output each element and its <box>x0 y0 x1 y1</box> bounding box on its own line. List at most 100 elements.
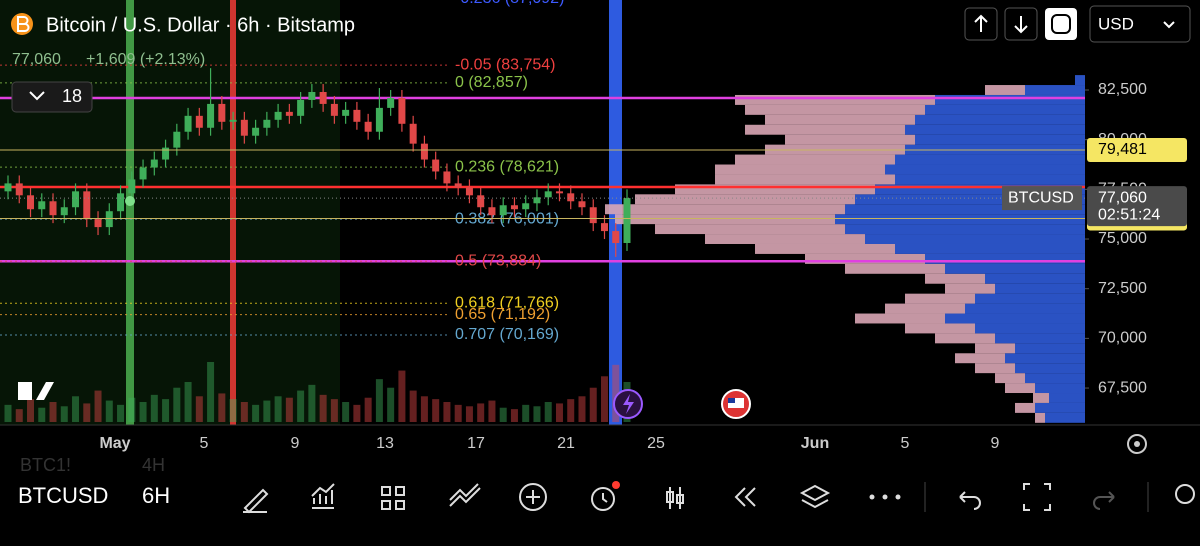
volume-bar <box>342 402 350 422</box>
volume-bar <box>308 384 316 422</box>
redo[interactable] <box>1093 491 1115 510</box>
volume-bar <box>218 393 226 422</box>
add-tool[interactable] <box>519 483 547 511</box>
candle-body <box>105 211 113 228</box>
chevron <box>29 91 45 101</box>
candle-body <box>612 231 620 243</box>
vertical-marker <box>126 0 134 425</box>
settings[interactable] <box>1127 434 1147 454</box>
candle-body <box>477 195 485 208</box>
last-price: 77,060 <box>12 51 61 68</box>
profile-bar <box>1025 85 1085 95</box>
volume-bar <box>83 403 91 422</box>
volume-bar <box>477 403 485 422</box>
patterns-tool[interactable] <box>449 483 481 507</box>
idea[interactable] <box>1175 484 1195 504</box>
chart-type[interactable] <box>666 487 684 509</box>
indicator-count: 18 <box>62 86 82 106</box>
profile-bar <box>635 194 855 205</box>
replay[interactable] <box>734 487 756 507</box>
fib-label: -0.236 (87,092) <box>455 0 564 7</box>
objects[interactable] <box>799 484 831 509</box>
indicators-toggle[interactable] <box>11 81 93 113</box>
undo[interactable] <box>959 491 981 510</box>
candle-body <box>94 219 102 228</box>
plot: -0.236 (87,092) -0.05 (83,754)0 (82,857) 0… <box>0 0 1187 423</box>
candle-body <box>319 91 327 104</box>
profile-bar <box>895 154 1085 165</box>
settings <box>1134 441 1140 447</box>
candle-body <box>420 143 428 160</box>
candle-body <box>128 179 136 194</box>
profile-bar <box>805 253 925 264</box>
currency: USD <box>1098 14 1134 33</box>
candle-body <box>533 197 541 204</box>
current-tag <box>1087 186 1187 227</box>
coin-glyph <box>17 16 30 32</box>
profile-bar <box>1025 373 1085 384</box>
fullscreen-icon <box>1051 14 1071 34</box>
volume-bar <box>488 400 496 422</box>
ghost-interval: 4H <box>142 455 165 475</box>
fullscreen-tool[interactable] <box>1023 483 1051 511</box>
volume-bar <box>465 406 473 422</box>
fullscreen[interactable] <box>1045 8 1077 40</box>
candle-body <box>150 159 158 168</box>
candle-body <box>353 109 361 122</box>
layout-tool[interactable] <box>381 486 405 510</box>
candle-body <box>623 198 631 243</box>
volume-bar <box>600 376 608 422</box>
fib-label: 0.618 (71,766) <box>455 295 559 312</box>
volume-bar <box>105 400 113 422</box>
x-tick-label: 25 <box>647 435 665 452</box>
candle-body <box>308 91 316 100</box>
profile-bar <box>915 134 1085 145</box>
profile-bar <box>745 104 925 115</box>
profile-bar <box>905 293 975 304</box>
candle-body <box>4 183 12 192</box>
fib-label: 0 (82,857) <box>455 74 528 91</box>
profile-bar <box>735 94 935 105</box>
current-price: 77,060 <box>1098 189 1147 206</box>
profile-bar <box>955 353 1005 364</box>
profile-bar <box>735 154 895 165</box>
volume-bar <box>330 399 338 422</box>
profile-bar <box>975 363 1015 374</box>
y-tick-label: 75,000 <box>1098 230 1147 247</box>
candle-body <box>443 171 451 184</box>
x-tick-label: 9 <box>291 435 300 452</box>
candle-body <box>195 115 203 128</box>
draw-tool[interactable] <box>243 488 269 514</box>
alert-tool[interactable] <box>591 487 615 511</box>
profile-bar <box>1035 383 1085 394</box>
signal-dot <box>125 196 135 206</box>
candle-body <box>38 201 46 210</box>
profile-bar <box>975 343 1015 354</box>
candle-body <box>252 127 260 136</box>
volume-bar <box>117 404 125 422</box>
toolbar-symbol[interactable]: BTCUSD <box>18 483 108 508</box>
candle-body <box>589 207 597 224</box>
candle-body <box>555 191 563 194</box>
symbol-tag-label: BTCUSD <box>1008 189 1074 206</box>
profile-bar <box>985 273 1085 284</box>
more[interactable] <box>869 494 875 500</box>
volume-bar <box>49 402 57 422</box>
profile-bar <box>715 164 885 175</box>
volume-bar <box>375 379 383 422</box>
volume-bar <box>240 402 248 422</box>
profile-bar <box>1005 383 1035 394</box>
toolbar-interval[interactable]: 6H <box>142 483 170 508</box>
indicator-tool[interactable] <box>311 483 335 509</box>
profile-bar <box>675 184 875 195</box>
profile-bar <box>785 134 915 145</box>
volume-bar <box>454 404 462 422</box>
arrow-down <box>1014 16 1028 34</box>
candle-body <box>218 103 226 122</box>
volume-bar <box>263 400 271 422</box>
candle-body <box>510 205 518 210</box>
profile-bar <box>1035 412 1045 423</box>
currency-select[interactable] <box>1089 5 1191 43</box>
profile-bar <box>925 104 1085 115</box>
lightning <box>623 394 634 414</box>
